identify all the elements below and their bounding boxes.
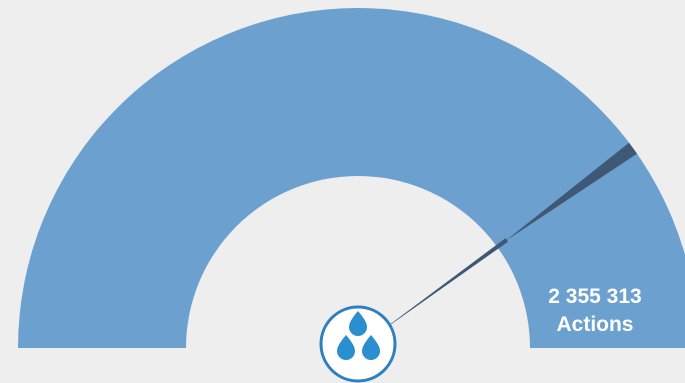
gauge-band	[18, 8, 685, 348]
value-unit: Actions	[556, 313, 634, 336]
value-readout: 2 355 313 Actions	[520, 283, 670, 339]
gauge-needle	[374, 238, 509, 337]
value-number: 2 355 313	[548, 285, 642, 308]
gauge-value-marker	[505, 142, 638, 242]
water-drops-logo-icon	[319, 305, 397, 383]
